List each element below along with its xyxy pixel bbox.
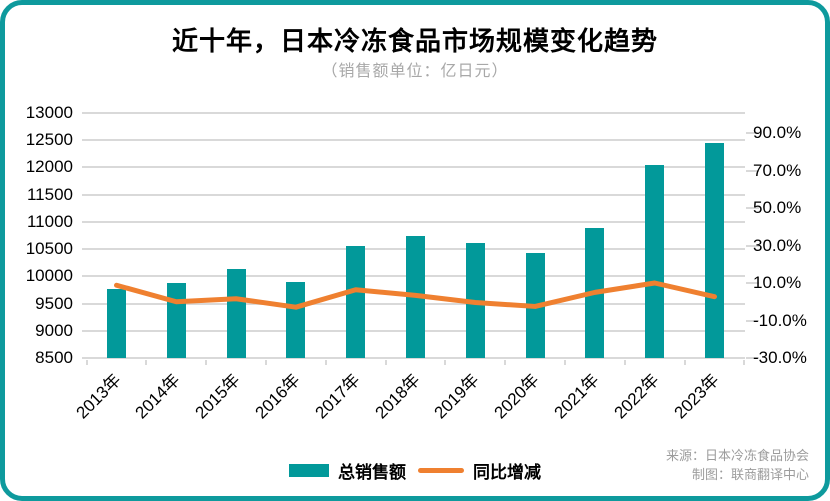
y-axis-tick-right <box>746 169 759 172</box>
bar-2017年 <box>346 245 366 358</box>
y-axis-tick-left <box>82 248 95 251</box>
y-axis-label-right: 70.0% <box>753 160 802 180</box>
legend-item-yoy-change: 同比增减 <box>418 458 541 483</box>
y-axis-tick-right <box>746 244 759 247</box>
footer: 来源：日本冷冻食品协会 制图：联商翻译中心 <box>666 446 809 484</box>
y-axis-label-left: 11500 <box>26 184 73 204</box>
legend: 总销售额 同比增减 <box>5 458 825 483</box>
x-axis-tick <box>85 360 88 365</box>
y-axis-label-left: 8500 <box>35 348 73 367</box>
y-axis-tick-left <box>82 302 95 305</box>
y-axis-tick-left <box>82 220 95 223</box>
y-axis-tick-left <box>82 193 95 196</box>
bar-2023年 <box>705 142 724 358</box>
legend-item-total-sales: 总销售额 <box>289 458 406 483</box>
y-axis-label-left: 12000 <box>25 157 73 177</box>
y-axis-label-left: 9000 <box>35 320 73 340</box>
x-axis-tick <box>743 360 746 365</box>
chart-title: 近十年，日本冷冻食品市场规模变化趋势 <box>171 26 658 56</box>
y-axis-label-left: 10000 <box>25 266 73 286</box>
bar-series-swatch <box>289 464 329 477</box>
gridline <box>95 112 745 114</box>
y-axis-tick-right <box>746 207 759 209</box>
y-axis-tick-left <box>82 112 95 114</box>
y-axis-tick-left <box>82 166 95 169</box>
trend-line-layer <box>114 280 717 310</box>
gridline <box>95 357 745 359</box>
x-axis-tick <box>444 360 447 365</box>
y-axis-label-right: 90.0% <box>753 123 802 142</box>
legend-label-yoy-change: 同比增减 <box>473 463 541 482</box>
gridline <box>95 220 745 223</box>
y-axis-label-right: -30.0% <box>753 348 807 367</box>
y-axis-label-left: 13000 <box>25 103 73 122</box>
line-series-swatch <box>418 468 464 473</box>
y-axis-tick-right <box>746 132 759 134</box>
y-axis-label-right: 30.0% <box>753 235 802 255</box>
footer-credit: 制图：联商翻译中心 <box>691 467 809 482</box>
bar-2022年 <box>645 165 665 358</box>
y-axis-label-left: 10500 <box>25 239 73 259</box>
x-axis-tick <box>145 360 148 365</box>
x-axis-tick <box>683 360 686 365</box>
y-axis-label-right: -10.0% <box>753 310 807 330</box>
chart-subtitle: （销售额单位：亿日元） <box>321 63 509 80</box>
y-axis-tick-left <box>82 357 95 359</box>
y-axis-tick-left <box>82 275 95 278</box>
x-axis-tick <box>205 360 208 365</box>
y-axis-label-left: 12500 <box>25 130 73 150</box>
gridline <box>95 166 745 169</box>
legend-label-total-sales: 总销售额 <box>338 463 406 482</box>
y-axis-tick-left <box>82 139 95 142</box>
y-axis-label-right: 50.0% <box>753 198 802 217</box>
y-axis-tick-right <box>746 357 759 359</box>
footer-source: 来源：日本冷冻食品协会 <box>665 448 809 463</box>
bar-2015年 <box>226 268 246 358</box>
x-axis-tick <box>564 360 566 365</box>
y-axis-tick-left <box>82 329 95 332</box>
bar-2013年 <box>107 289 126 358</box>
y-axis-label-left: 9500 <box>35 293 73 313</box>
gridline <box>95 139 745 142</box>
y-axis-label-left: 11000 <box>26 211 73 231</box>
y-axis-label-right: 10.0% <box>753 273 802 292</box>
bar-2016年 <box>286 282 306 358</box>
x-axis-tick <box>504 360 507 365</box>
trend-line <box>114 280 717 310</box>
x-axis-tick <box>623 360 626 365</box>
x-axis-tick <box>384 360 387 365</box>
y-axis-tick-right <box>746 319 759 322</box>
x-axis-tick <box>265 360 267 365</box>
gridline <box>95 193 745 196</box>
x-axis-tick <box>324 360 327 365</box>
y-axis-tick-right <box>746 282 759 284</box>
